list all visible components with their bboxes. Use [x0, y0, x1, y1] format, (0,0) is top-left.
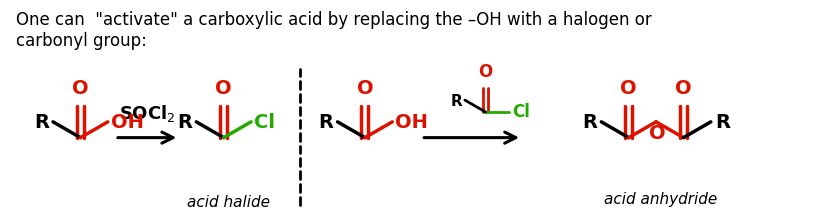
Text: OH: OH — [396, 113, 428, 132]
Text: Cl: Cl — [254, 113, 275, 132]
Text: acid anhydride: acid anhydride — [605, 192, 718, 207]
Text: R: R — [319, 113, 334, 132]
Text: acid halide: acid halide — [188, 195, 270, 210]
Text: R: R — [582, 113, 597, 132]
Text: SOCl$_2$: SOCl$_2$ — [119, 103, 175, 124]
Text: O: O — [357, 79, 373, 98]
Text: O: O — [675, 79, 691, 98]
Text: R: R — [714, 113, 730, 132]
Text: O: O — [648, 124, 666, 143]
Text: R: R — [450, 94, 462, 109]
Text: R: R — [34, 113, 49, 132]
Text: O: O — [72, 79, 88, 98]
Text: OH: OH — [111, 113, 144, 132]
Text: O: O — [478, 63, 492, 81]
Text: O: O — [620, 79, 637, 98]
Text: One can  "activate" a carboxylic acid by replacing the –OH with a halogen or
car: One can "activate" a carboxylic acid by … — [17, 11, 652, 50]
Text: R: R — [178, 113, 192, 132]
Text: O: O — [216, 79, 232, 98]
Text: Cl: Cl — [512, 103, 530, 121]
